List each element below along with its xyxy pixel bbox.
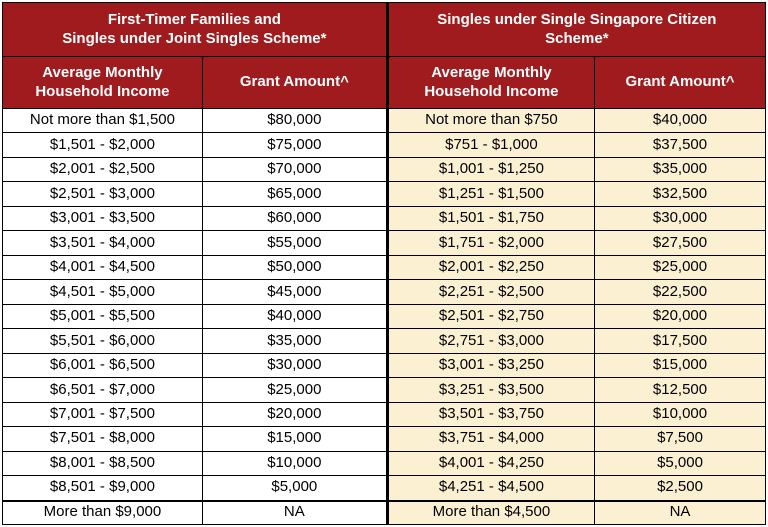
families-income-cell: $3,001 - $3,500 [3, 206, 203, 232]
singles-income-cell: More than $4,500 [386, 500, 596, 525]
singles-grant-cell: $2,500 [595, 476, 766, 501]
singles-grant-cell: $22,500 [595, 280, 766, 305]
section-header-first-timer-families: First-Timer Families and Singles under J… [3, 3, 387, 57]
families-grant-cell: $65,000 [202, 182, 387, 207]
families-grant-cell: $40,000 [202, 304, 387, 330]
singles-grant-cell: $5,000 [595, 451, 766, 477]
column-header-grant-singles: Grant Amount^ [595, 57, 766, 109]
singles-grant-cell: $35,000 [595, 157, 766, 183]
families-income-cell: $6,501 - $7,000 [3, 378, 203, 403]
singles-grant-cell: $10,000 [595, 402, 766, 428]
column-header-income-families: Average Monthly Household Income [3, 57, 203, 109]
families-grant-cell: $10,000 [202, 451, 387, 477]
singles-grant-cell: $15,000 [595, 353, 766, 379]
families-grant-cell: $55,000 [202, 231, 387, 256]
column-header-grant-families: Grant Amount^ [202, 57, 387, 109]
singles-grant-cell: NA [595, 500, 766, 525]
families-income-cell: Not more than $1,500 [3, 109, 203, 134]
families-income-cell: $6,001 - $6,500 [3, 353, 203, 379]
singles-grant-cell: $32,500 [595, 182, 766, 207]
families-grant-cell: $20,000 [202, 402, 387, 428]
singles-grant-cell: $37,500 [595, 133, 766, 158]
families-grant-cell: $15,000 [202, 427, 387, 452]
singles-income-cell: $2,001 - $2,250 [386, 255, 596, 281]
section-header-singles-citizen: Singles under Single Singapore Citizen S… [386, 3, 766, 57]
singles-income-cell: $3,751 - $4,000 [386, 427, 596, 452]
singles-income-cell: $1,501 - $1,750 [386, 206, 596, 232]
singles-income-cell: $2,751 - $3,000 [386, 329, 596, 354]
families-grant-cell: $75,000 [202, 133, 387, 158]
families-grant-cell: $45,000 [202, 280, 387, 305]
families-income-cell: $4,501 - $5,000 [3, 280, 203, 305]
families-income-cell: $1,501 - $2,000 [3, 133, 203, 158]
families-income-cell: More than $9,000 [3, 500, 203, 525]
singles-income-cell: Not more than $750 [386, 109, 596, 134]
singles-income-cell: $3,501 - $3,750 [386, 402, 596, 428]
families-income-cell: $5,001 - $5,500 [3, 304, 203, 330]
families-income-cell: $7,501 - $8,000 [3, 427, 203, 452]
singles-income-cell: $1,751 - $2,000 [386, 231, 596, 256]
section-title-line: Scheme* [545, 29, 609, 47]
singles-income-cell: $1,251 - $1,500 [386, 182, 596, 207]
singles-income-cell: $4,001 - $4,250 [386, 451, 596, 477]
singles-income-cell: $3,251 - $3,500 [386, 378, 596, 403]
families-grant-cell: $25,000 [202, 378, 387, 403]
singles-grant-cell: $12,500 [595, 378, 766, 403]
singles-income-cell: $3,001 - $3,250 [386, 353, 596, 379]
families-income-cell: $2,501 - $3,000 [3, 182, 203, 207]
families-grant-cell: $5,000 [202, 476, 387, 501]
families-grant-cell: $80,000 [202, 109, 387, 134]
families-grant-cell: $35,000 [202, 329, 387, 354]
families-income-cell: $8,501 - $9,000 [3, 476, 203, 501]
families-income-cell: $7,001 - $7,500 [3, 402, 203, 428]
singles-grant-cell: $20,000 [595, 304, 766, 330]
section-title-line: First-Timer Families and [107, 10, 281, 28]
singles-income-cell: $2,251 - $2,500 [386, 280, 596, 305]
singles-grant-cell: $27,500 [595, 231, 766, 256]
families-income-cell: $5,501 - $6,000 [3, 329, 203, 354]
singles-income-cell: $751 - $1,000 [386, 133, 596, 158]
section-title-line: Singles under Single Singapore Citizen [437, 10, 717, 28]
families-grant-cell: $70,000 [202, 157, 387, 183]
families-income-cell: $2,001 - $2,500 [3, 157, 203, 183]
section-title-line: Singles under Joint Singles Scheme* [62, 29, 327, 47]
singles-income-cell: $4,251 - $4,500 [386, 476, 596, 501]
families-grant-cell: NA [202, 500, 387, 525]
families-income-cell: $4,001 - $4,500 [3, 255, 203, 281]
singles-grant-cell: $17,500 [595, 329, 766, 354]
singles-grant-cell: $30,000 [595, 206, 766, 232]
families-grant-cell: $50,000 [202, 255, 387, 281]
families-income-cell: $8,001 - $8,500 [3, 451, 203, 477]
singles-income-cell: $2,501 - $2,750 [386, 304, 596, 330]
singles-income-cell: $1,001 - $1,250 [386, 157, 596, 183]
singles-grant-cell: $25,000 [595, 255, 766, 281]
singles-grant-cell: $7,500 [595, 427, 766, 452]
families-grant-cell: $60,000 [202, 206, 387, 232]
families-income-cell: $3,501 - $4,000 [3, 231, 203, 256]
column-header-income-singles: Average Monthly Household Income [386, 57, 596, 109]
families-grant-cell: $30,000 [202, 353, 387, 379]
singles-grant-cell: $40,000 [595, 109, 766, 134]
